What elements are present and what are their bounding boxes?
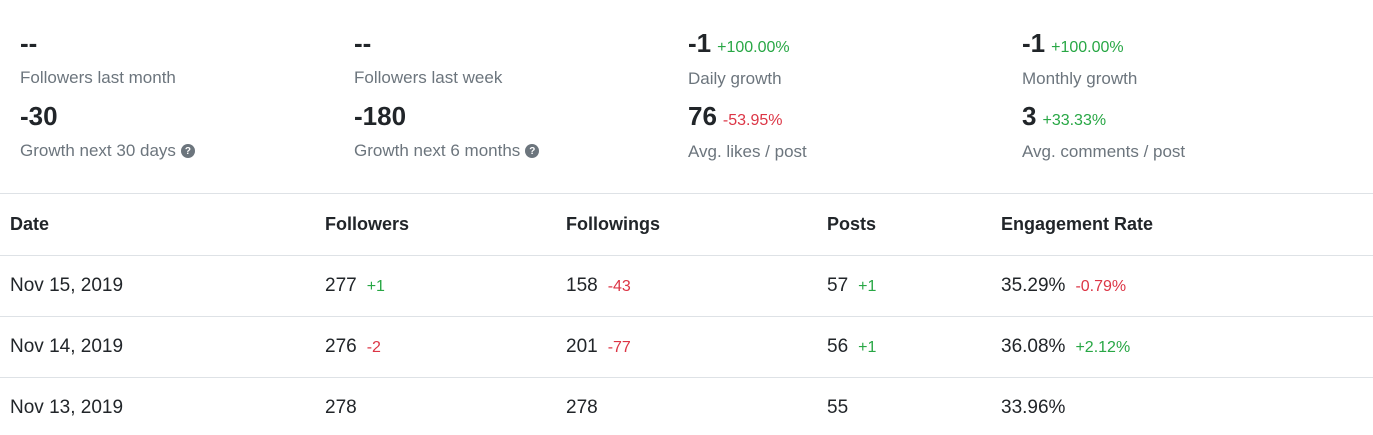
cell-value: 278 xyxy=(566,396,598,418)
stat-monthly-growth: -1 +100.00% Monthly growth xyxy=(1022,30,1137,89)
cell-date: Nov 14, 2019 xyxy=(0,316,325,378)
cell-value: 201 xyxy=(566,335,598,357)
cell-value: 277 xyxy=(325,274,357,296)
cell-value: 276 xyxy=(325,335,357,357)
table-row: Nov 13, 2019 278 278 55 33.96% xyxy=(0,377,1373,435)
cell-value: 278 xyxy=(325,396,357,418)
stat-followers-last-month: -- Followers last month xyxy=(20,30,176,88)
cell-engagement: 35.29% -0.79% xyxy=(1001,255,1373,317)
table-header-row: Date Followers Followings Posts Engageme… xyxy=(0,194,1373,256)
cell-posts: 55 xyxy=(827,377,1001,435)
cell-delta: +1 xyxy=(858,277,877,295)
cell-posts: 56 +1 xyxy=(827,316,1001,378)
stats-panel: -- Followers last month -- Followers las… xyxy=(0,0,1373,194)
column-header-engagement-rate: Engagement Rate xyxy=(1001,194,1373,256)
cell-delta: -43 xyxy=(607,277,631,295)
cell-followings: 201 -77 xyxy=(566,316,827,378)
stat-value: -- xyxy=(20,28,38,58)
cell-delta: +2.12% xyxy=(1075,338,1131,356)
growth-table: Date Followers Followings Posts Engageme… xyxy=(0,194,1373,435)
stat-daily-growth: -1 +100.00% Daily growth xyxy=(688,30,790,89)
stat-label: Growth next 6 months xyxy=(354,141,521,160)
stat-avg-likes: 76 -53.95% Avg. likes / post xyxy=(688,103,807,162)
column-header-date: Date xyxy=(0,194,325,256)
cell-value: 36.08% xyxy=(1001,335,1066,357)
column-header-posts: Posts xyxy=(827,194,1001,256)
stat-value: 3 xyxy=(1022,101,1037,131)
cell-value: 55 xyxy=(827,396,849,418)
stat-label: Growth next 30 days xyxy=(20,141,176,160)
question-circle-icon[interactable]: ? xyxy=(180,144,195,158)
cell-delta: -0.79% xyxy=(1075,277,1127,295)
stat-value: 76 xyxy=(688,101,717,131)
cell-delta: +1 xyxy=(366,277,385,295)
stat-value: -1 xyxy=(688,28,712,58)
stat-growth-next-6-months: -180 Growth next 6 months ? xyxy=(354,101,540,161)
stat-label: Daily growth xyxy=(688,69,782,88)
cell-value: 35.29% xyxy=(1001,274,1066,296)
stat-value: -30 xyxy=(20,101,58,131)
cell-value: 33.96% xyxy=(1001,396,1066,418)
stat-delta: -53.95% xyxy=(722,112,783,129)
stat-delta: +100.00% xyxy=(717,39,790,56)
stat-value: -1 xyxy=(1022,28,1046,58)
cell-posts: 57 +1 xyxy=(827,255,1001,317)
cell-delta: -77 xyxy=(607,338,631,356)
stat-value: -180 xyxy=(354,101,407,131)
table-row: Nov 15, 2019 277 +1 158 -43 57 +1 35.29% -0.… xyxy=(0,255,1373,317)
cell-engagement: 33.96% xyxy=(1001,377,1373,435)
table-row: Nov 14, 2019 276 -2 201 -77 56 +1 36.08% +2.… xyxy=(0,316,1373,378)
stat-followers-last-week: -- Followers last week xyxy=(354,30,502,88)
cell-engagement: 36.08% +2.12% xyxy=(1001,316,1373,378)
cell-delta: +1 xyxy=(858,338,877,356)
cell-followings: 278 xyxy=(566,377,827,435)
cell-followings: 158 -43 xyxy=(566,255,827,317)
cell-delta: -2 xyxy=(366,338,381,356)
cell-value: 158 xyxy=(566,274,598,296)
cell-followers: 277 +1 xyxy=(325,255,566,317)
question-circle-icon[interactable]: ? xyxy=(525,144,540,158)
stat-label: Followers last month xyxy=(20,68,176,87)
column-header-followings: Followings xyxy=(566,194,827,256)
stat-growth-next-30-days: -30 Growth next 30 days ? xyxy=(20,103,195,161)
cell-date: Nov 15, 2019 xyxy=(0,255,325,317)
stat-delta: +33.33% xyxy=(1042,112,1107,129)
stat-label: Avg. comments / post xyxy=(1022,142,1186,161)
stat-value: -- xyxy=(354,28,372,58)
column-header-followers: Followers xyxy=(325,194,566,256)
stat-label: Avg. likes / post xyxy=(688,142,807,161)
stat-delta: +100.00% xyxy=(1051,39,1124,56)
cell-followers: 276 -2 xyxy=(325,316,566,378)
cell-value: 56 xyxy=(827,335,849,357)
stat-label: Monthly growth xyxy=(1022,69,1138,88)
stat-avg-comments: 3 +33.33% Avg. comments / post xyxy=(1022,103,1185,162)
stat-label: Followers last week xyxy=(354,68,503,87)
cell-date: Nov 13, 2019 xyxy=(10,396,124,418)
cell-followers: 278 xyxy=(325,377,566,435)
cell-value: 57 xyxy=(827,274,849,296)
